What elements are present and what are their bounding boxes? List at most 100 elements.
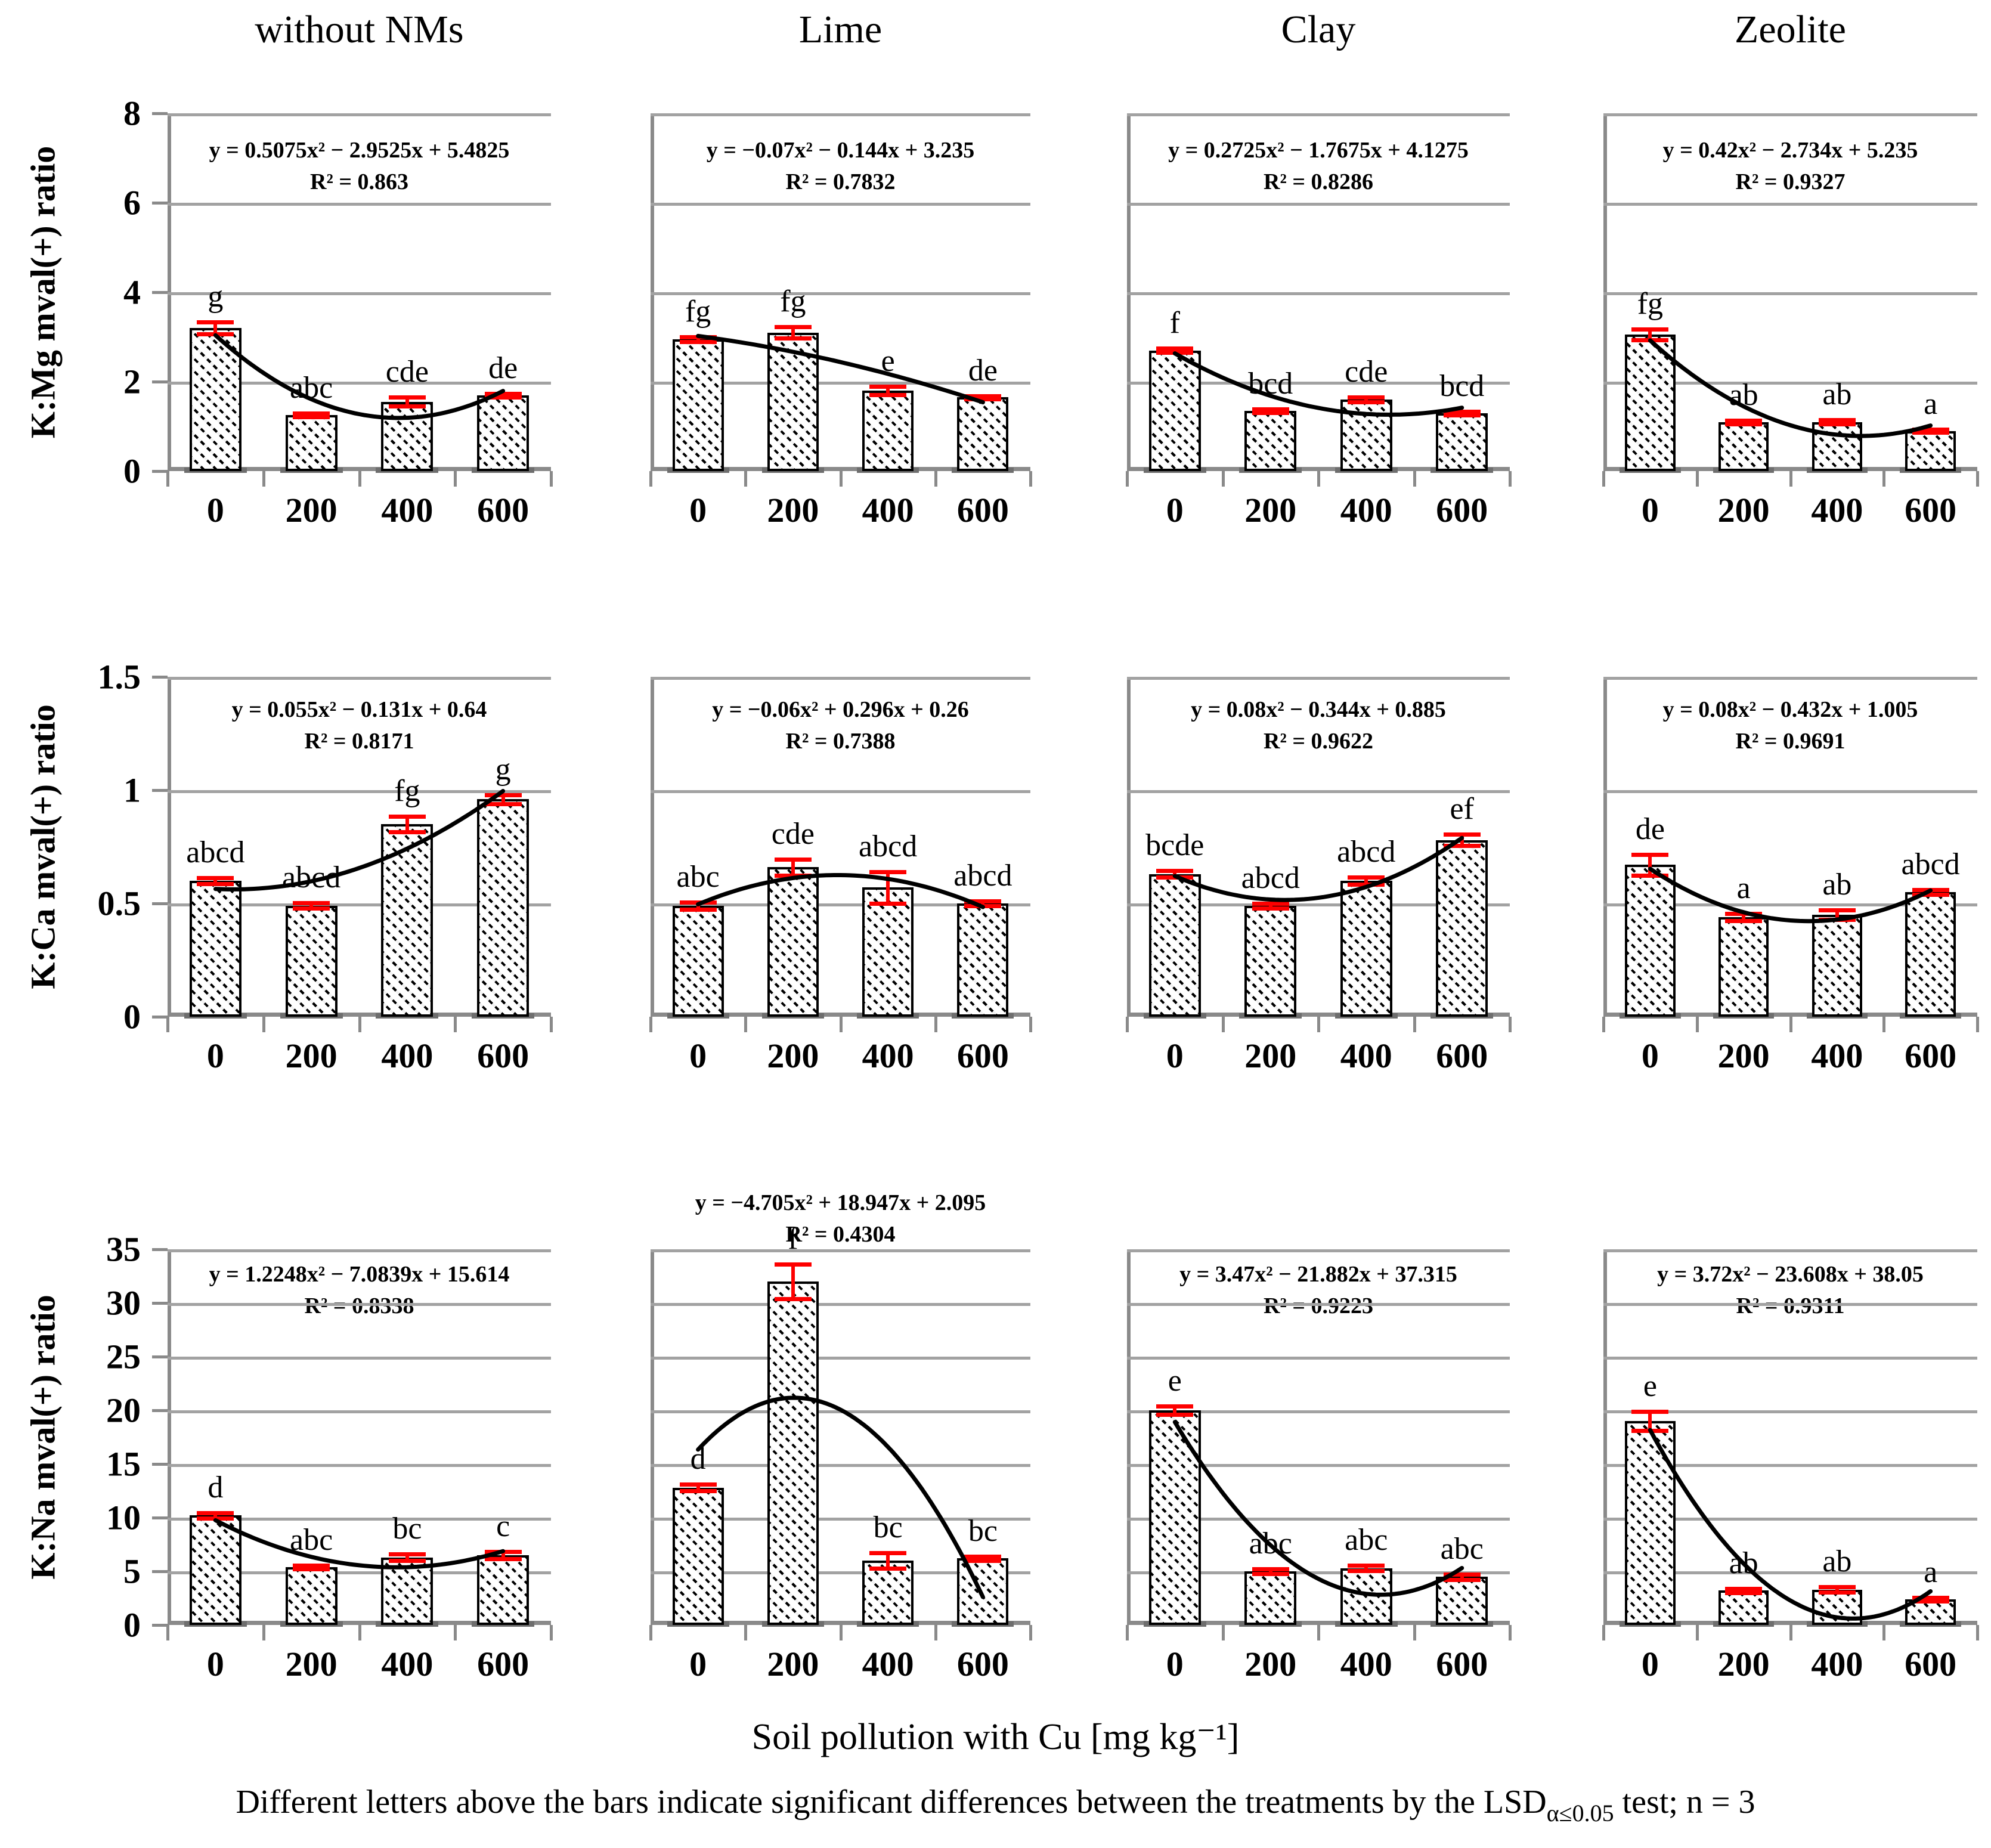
y-tick-label: 10 <box>106 1498 141 1537</box>
error-bar-cap <box>1443 1572 1481 1577</box>
plot-area <box>1127 1249 1510 1625</box>
x-tick-label: 600 <box>1436 1036 1488 1075</box>
x-tick-label: 400 <box>1340 491 1392 530</box>
x-tick-mark <box>358 471 361 487</box>
bar <box>1148 1410 1201 1625</box>
y-tick-mark <box>152 1248 168 1251</box>
plot-area <box>1127 677 1510 1017</box>
trend-curve <box>696 873 985 909</box>
significance-letter: cde <box>385 355 429 389</box>
y-tick-label: 25 <box>106 1337 141 1376</box>
bar <box>1718 422 1769 471</box>
y-tick-label: 2 <box>123 362 141 401</box>
fit-equation: y = 0.08x² − 0.344x + 0.885 <box>1191 697 1446 722</box>
fit-r2: R² = 0.863 <box>310 169 408 195</box>
trend-curve-path <box>1648 1428 1933 1621</box>
bar <box>672 339 724 471</box>
y-tick-label: 1 <box>123 770 141 810</box>
bar <box>477 799 530 1017</box>
significance-letter: ef <box>1450 792 1474 827</box>
plot-area <box>1603 1249 1977 1625</box>
error-bar <box>213 878 218 884</box>
significance-letter: bc <box>873 1510 903 1545</box>
significance-letter: a <box>1736 871 1751 906</box>
significance-letter: bcde <box>1145 828 1204 862</box>
error-bar-cap <box>388 1552 426 1557</box>
y-axis-label: K:Ca mval(+) ratio <box>23 704 63 989</box>
y-tick-label: 0 <box>123 1605 141 1645</box>
x-tick-mark <box>1029 471 1032 487</box>
bar <box>1625 865 1676 1017</box>
x-tick-label: 400 <box>1340 1036 1392 1075</box>
trend-curve-path <box>213 333 506 420</box>
x-tick-mark <box>454 1625 457 1640</box>
trend-curve-path <box>1648 338 1933 438</box>
fit-r2: R² = 0.8286 <box>1264 169 1373 195</box>
x-tick-mark <box>934 471 937 487</box>
fit-equation: y = −4.705x² + 18.947x + 2.095 <box>695 1190 986 1216</box>
gridline <box>168 292 551 295</box>
trend-curve <box>1172 1420 1464 1597</box>
y-tick-label: 5 <box>123 1552 141 1591</box>
gridline <box>168 113 551 116</box>
significance-letter: a <box>1924 1555 1938 1590</box>
error-bar-cap <box>1443 409 1481 414</box>
error-bar-cap <box>1818 422 1856 427</box>
trend-curve-path <box>213 789 506 892</box>
x-tick-label: 600 <box>956 491 1009 530</box>
error-bar-cap <box>1252 902 1289 906</box>
x-tick-mark <box>1509 1625 1512 1640</box>
significance-letter: f <box>1169 305 1180 340</box>
x-tick-mark <box>1317 1017 1320 1032</box>
significance-letter: abc <box>1440 1531 1484 1566</box>
x-tick-label: 600 <box>1436 1645 1488 1683</box>
x-tick-mark <box>1126 471 1129 487</box>
error-bar-cap <box>679 339 717 344</box>
x-tick-label: 200 <box>1244 1036 1297 1075</box>
error-bar <box>791 1264 795 1299</box>
gridline <box>1127 1518 1510 1521</box>
x-tick-mark <box>454 471 457 487</box>
y-tick-mark <box>152 1016 168 1019</box>
column-title: without NMs <box>255 8 464 51</box>
trend-curve <box>213 1518 506 1570</box>
x-tick-mark <box>1789 1017 1792 1032</box>
error-bar-cap <box>1348 400 1385 404</box>
x-tick-mark <box>550 1625 553 1640</box>
x-tick-label: 200 <box>767 1645 819 1683</box>
gridline <box>1603 113 1977 116</box>
trend-curve <box>1648 1428 1933 1621</box>
error-bar-cap <box>1443 844 1481 849</box>
error-bar <box>1648 329 1652 340</box>
trend-curve-path <box>696 873 985 909</box>
significance-letter: abcd <box>1337 835 1396 869</box>
trend-curve <box>696 1395 985 1599</box>
gridline <box>1127 1249 1510 1252</box>
y-tick-mark <box>152 1302 168 1305</box>
fit-equation: y = 1.2248x² − 7.0839x + 15.614 <box>209 1261 510 1287</box>
fit-equation: y = 3.72x² − 23.608x + 38.05 <box>1657 1261 1924 1287</box>
gridline <box>168 1249 551 1252</box>
error-bar-cap <box>869 1551 907 1556</box>
bar <box>1436 1577 1488 1625</box>
x-tick-mark <box>1317 1625 1320 1640</box>
gridline <box>1127 382 1510 385</box>
bar <box>862 391 914 471</box>
gridline <box>1603 1518 1977 1521</box>
x-tick-label: 0 <box>206 1036 224 1075</box>
subplot: y = 0.42x² − 2.734x + 5.235 R² = 0.9327 … <box>1602 113 1979 530</box>
gridline <box>1127 292 1510 295</box>
error-bar <box>213 322 218 334</box>
figure-caption: Different letters above the bars indicat… <box>0 1783 1991 1827</box>
error-bar <box>886 871 890 903</box>
x-tick-mark <box>1882 1017 1886 1032</box>
error-bar-cap <box>1818 1590 1856 1595</box>
x-tick-label: 200 <box>767 491 819 530</box>
gridline <box>1603 1303 1977 1306</box>
gridline <box>1603 1357 1977 1360</box>
x-tick-mark <box>1602 471 1605 487</box>
x-tick-mark <box>1126 1017 1129 1032</box>
subplot: y = 3.47x² − 21.882x + 37.315 R² = 0.922… <box>1126 1249 1512 1683</box>
bar <box>477 395 530 471</box>
y-tick-mark <box>152 902 168 905</box>
